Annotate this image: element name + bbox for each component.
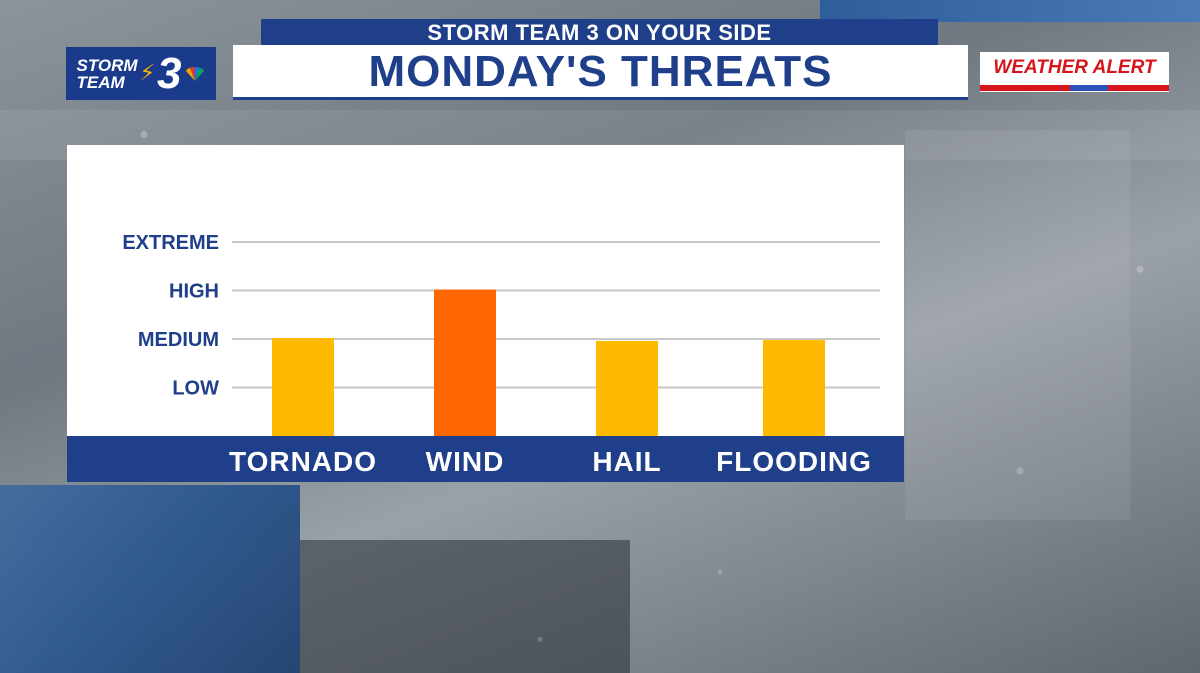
station-banner: STORM TEAM 3 ON YOUR SIDE (261, 19, 938, 45)
bar-wind (434, 289, 496, 436)
background-panel (905, 130, 1130, 520)
alert-stripe-red (980, 85, 1070, 91)
y-level-label-high: HIGH (169, 281, 219, 303)
y-level-label-low: LOW (172, 378, 219, 400)
background-dark-block (300, 540, 630, 673)
y-level-label-extreme: EXTREME (122, 232, 219, 254)
page-title: MONDAY'S THREATS (233, 45, 968, 100)
logo-line1: STORM (76, 55, 138, 75)
bar-hail (596, 340, 658, 436)
weather-alert-badge: WEATHER ALERT (980, 52, 1169, 92)
station-logo: STORM TEAM ⚡ 3 (66, 47, 216, 100)
category-label-flooding: FLOODING (716, 446, 872, 477)
background-blue-block (0, 485, 300, 673)
category-label-tornado: TORNADO (229, 446, 377, 477)
category-label-bar (67, 436, 904, 482)
bar-flooding (763, 339, 825, 436)
lightning-bolt-icon: ⚡ (139, 61, 156, 86)
logo-number: 3 (157, 48, 182, 98)
category-label-wind: WIND (426, 446, 505, 477)
alert-stripe-blue (1070, 85, 1108, 91)
y-level-label-medium: MEDIUM (138, 329, 219, 351)
weather-alert-label: WEATHER ALERT (993, 57, 1156, 78)
category-label-hail: HAIL (592, 446, 661, 477)
logo-wordmark: STORM TEAM (76, 57, 137, 91)
logo-line2: TEAM (76, 72, 125, 92)
threat-chart: LOW MEDIUM HIGH EXTREME TORNADO WIND HAIL FLOOD… (67, 145, 904, 482)
peacock-icon (185, 66, 204, 81)
alert-stripe-red-right (1108, 85, 1169, 91)
threat-chart-svg: LOW MEDIUM HIGH EXTREME TORNADO WIND HAIL FLOOD… (122, 232, 880, 477)
bar-tornado (272, 338, 334, 436)
